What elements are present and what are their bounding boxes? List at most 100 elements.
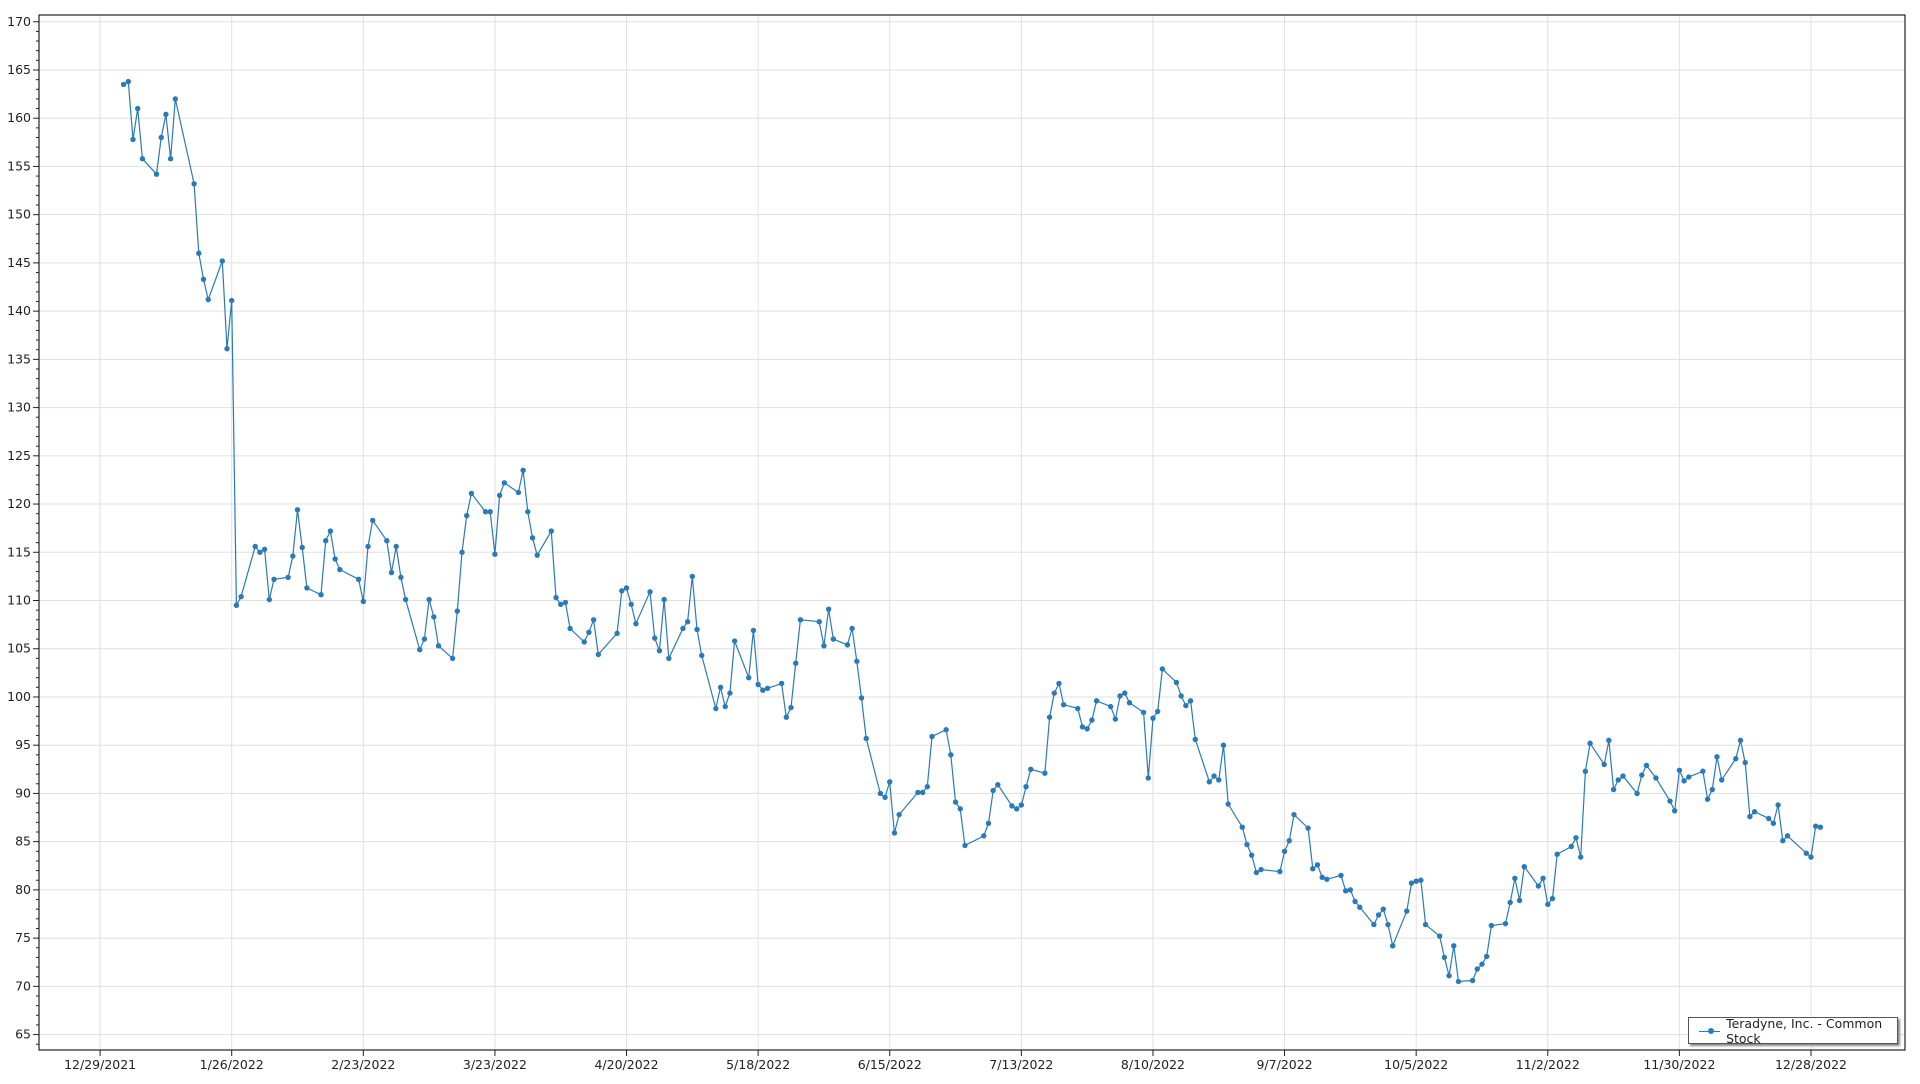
data-point [1375,912,1382,918]
data-point [1474,966,1480,972]
data-point [1028,766,1034,773]
x-tick-label: 6/15/2022 [858,1057,922,1072]
data-point [727,690,733,696]
y-tick-label: 125 [7,448,31,463]
data-point [1587,740,1593,746]
data-point [1319,874,1325,881]
data-point [196,250,202,256]
data-point [1742,759,1748,766]
data-point [1639,772,1645,778]
data-point [1338,872,1344,879]
x-tick-label: 3/23/2022 [463,1057,527,1072]
data-point [1803,850,1809,856]
data-point [1051,690,1057,696]
data-point [548,528,555,534]
data-point [1483,953,1490,960]
data-point [1291,811,1297,818]
data-point [1093,698,1100,704]
data-point [337,566,343,573]
data-point [1733,755,1739,762]
y-tick-label: 115 [7,544,31,559]
data-point [1211,773,1217,779]
data-point [332,556,338,562]
data-point [496,492,503,499]
data-point [1385,921,1391,928]
data-point [1187,698,1194,704]
data-point [1770,820,1777,827]
data-point [713,705,719,712]
data-point [1154,708,1161,715]
data-point [468,490,475,497]
data-point [1643,762,1650,769]
data-point [384,537,390,544]
data-point [788,704,794,711]
data-point [1220,742,1227,748]
data-point [1075,705,1081,712]
y-tick-label: 135 [7,351,31,366]
data-point [896,811,902,818]
data-point [764,685,771,691]
grid [39,15,1905,1050]
data-point [844,642,851,648]
data-point [515,489,522,496]
plot-frame [38,14,1906,1051]
x-tick-label: 9/7/2022 [1256,1057,1312,1072]
data-point [487,509,493,515]
data-point [1606,737,1612,744]
data-point [1371,921,1377,928]
data-point [290,553,296,559]
data-point [1582,768,1589,774]
data-point [849,625,855,632]
data-point [1812,823,1819,829]
data-point [919,789,926,796]
data-point [360,598,367,605]
data-point [1545,901,1551,908]
data-point [1512,875,1518,882]
data-point [985,820,992,827]
data-point [1389,943,1396,949]
data-point [252,543,258,550]
data-point [783,714,790,720]
data-point [623,585,630,591]
data-point [1653,775,1659,781]
data-point [1535,883,1542,889]
data-point [1436,933,1443,939]
y-tick-label: 100 [7,689,31,704]
data-point [1667,798,1673,804]
data-point [863,735,869,742]
y-axis: 65 70 75 80 85 90 95 100 105 110 115 120 125 130 135 14… [7,14,39,1045]
data-point [1112,716,1119,722]
data-point [365,543,371,550]
y-tick-label: 150 [7,207,31,222]
data-point [553,594,559,601]
data-point [1422,921,1429,928]
data-point [1206,779,1213,785]
data-point [1479,961,1485,967]
data-point [172,96,179,102]
x-tick-label: 2/23/2022 [331,1057,395,1072]
data-point [586,629,592,636]
data-point [1714,754,1720,760]
data-point [1451,943,1457,949]
x-tick-label: 4/20/2022 [594,1057,658,1072]
data-point [680,625,686,632]
data-point [130,136,136,143]
data-point [830,636,837,642]
y-tick-label: 160 [7,110,31,125]
data-point [1408,880,1415,886]
data-point [1521,864,1527,870]
data-point [877,790,884,797]
x-tick-label: 12/28/2022 [1775,1057,1847,1072]
y-tick-label: 130 [7,400,31,415]
y-tick-label: 65 [15,1027,31,1042]
data-point [299,544,305,551]
data-point [694,626,700,633]
legend-label: Teradyne, Inc. - Common Stock [1726,1015,1883,1046]
data-point [1784,833,1791,839]
data-point [1013,806,1020,812]
data-point [1488,922,1495,929]
data-point [656,647,663,654]
data-point [1192,736,1198,743]
data-point [1009,803,1015,809]
